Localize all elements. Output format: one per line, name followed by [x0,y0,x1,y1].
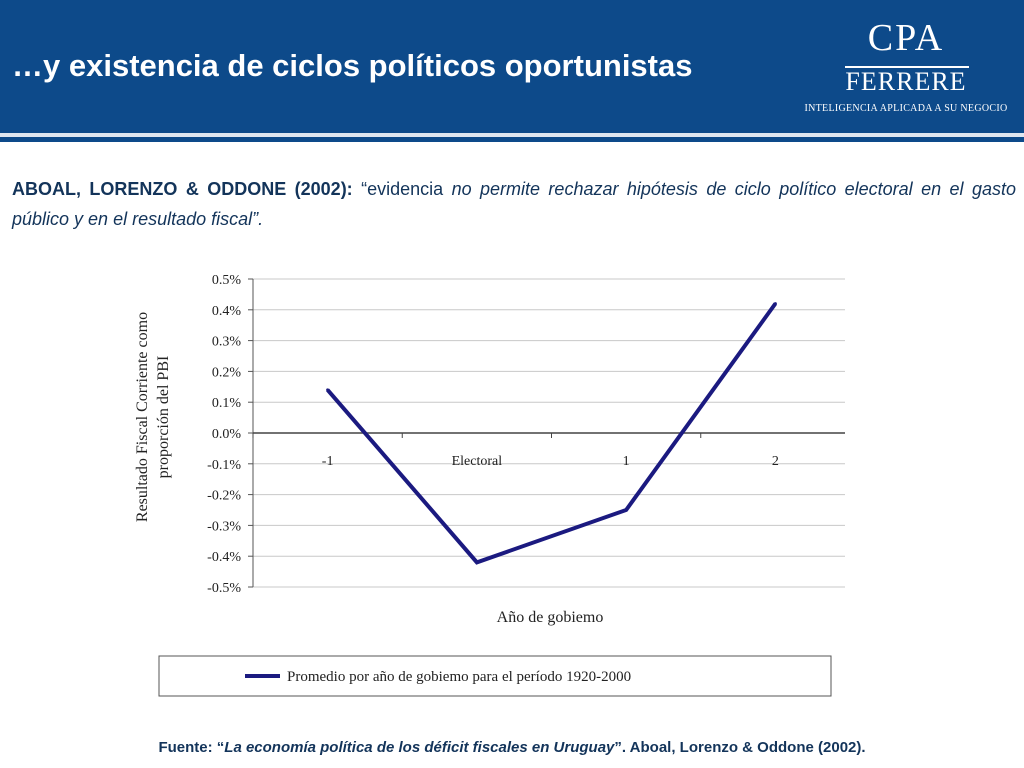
y-tick-label: -0.2% [207,489,241,504]
slide-title: …y existencia de ciclos políticos oportu… [12,48,693,83]
x-tick-label: Electoral [452,454,503,469]
y-axis-title-line-1: Resultado Fiscal Corriente como [134,312,151,522]
legend-series-label: Promedio por año de gobiemo para el perí… [287,669,631,685]
chart-axes [248,278,845,588]
y-tick-label: 0.5% [212,273,242,288]
chart-series [326,302,777,565]
y-tick-label: 0.1% [212,396,242,411]
x-tick-label: 1 [623,454,630,469]
data-point [773,302,777,306]
x-tick-label: 2 [772,454,779,469]
data-point [624,508,628,512]
source-citation: Fuente: “La economía política de los déf… [0,739,1024,756]
y-tick-label: -0.3% [207,519,241,534]
intro-paragraph: ABOAL, LORENZO & ODDONE (2002): “evidenc… [12,174,1016,234]
intro-quote-open: “evidencia [352,179,452,199]
series-line [326,302,777,565]
y-tick-label: 0.0% [212,427,242,442]
company-logo: CPA FERRERE INTELIGENCIA APLICADA A SU N… [790,12,1022,122]
y-tick-label: -0.4% [207,550,241,565]
logo-name-top: CPA [867,17,945,59]
y-tick-label: -0.5% [207,581,241,596]
logo-divider [845,66,969,68]
x-tick-label: -1 [322,454,334,469]
logo-tagline: INTELIGENCIA APLICADA A SU NEGOCIO [804,103,1008,114]
x-axis-ticks: -1 Electoral 1 2 [322,454,779,469]
source-title: La economía política de los déficit fisc… [224,739,615,756]
y-tick-label: 0.4% [212,304,242,319]
header-divider-dark [0,137,1024,142]
header-divider-light [0,133,1024,137]
intro-quote-italic: no permite rechazar hipótesis de ciclo p… [12,179,1016,229]
fiscal-cycle-line-chart: 0.5% 0.4% 0.3% 0.2% 0.1% 0.0% -0.1% -0.2% -0.3% -… [134,273,845,697]
source-prefix: Fuente: “ [158,739,225,756]
y-tick-label: -0.1% [207,458,241,473]
intro-authors: ABOAL, LORENZO & ODDONE (2002): [12,179,353,199]
x-axis-title: Año de gobiemo [497,609,604,626]
y-axis-ticks: 0.5% 0.4% 0.3% 0.2% 0.1% 0.0% -0.1% -0.2% -0.3% -… [207,273,241,596]
y-tick-label: 0.3% [212,335,242,350]
y-axis-title-line-2: proporción del PBI [155,356,172,479]
data-point [475,560,479,564]
logo-name-bottom: FERRERE [845,67,967,96]
data-point [326,388,330,392]
y-tick-label: 0.2% [212,365,242,380]
source-suffix: ”. Aboal, Lorenzo & Oddone (2002). [614,739,866,756]
chart-legend: Promedio por año de gobiemo para el perí… [158,655,832,697]
